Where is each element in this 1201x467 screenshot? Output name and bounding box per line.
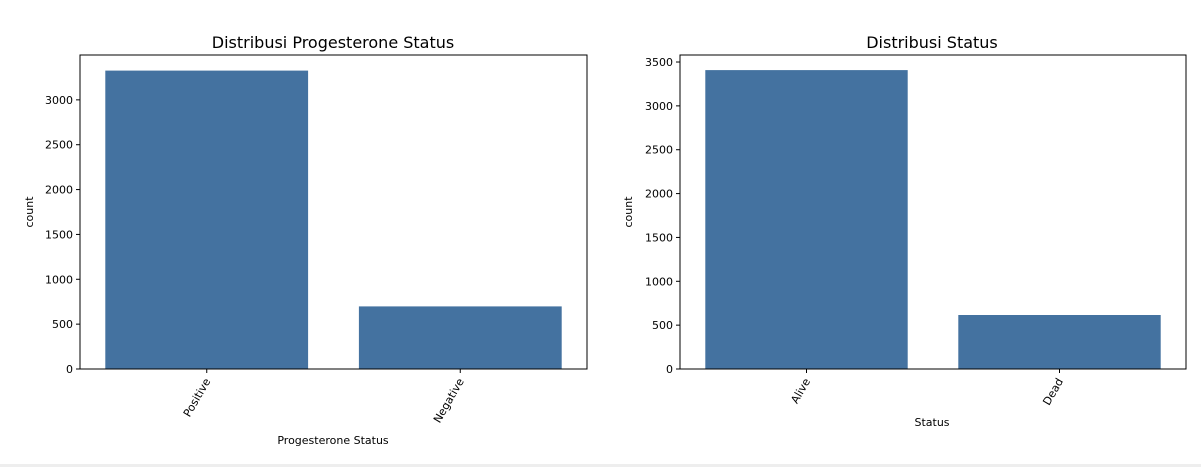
bar-dead: [958, 315, 1161, 369]
y-tick-label: 2000: [645, 188, 673, 201]
plot-frame: [79, 54, 588, 370]
y-tick-label: 1000: [645, 275, 673, 288]
progesterone-status-chart: Distribusi Progesterone Status count Pro…: [23, 33, 588, 447]
x-tick-label: Positive: [181, 376, 214, 419]
bar-alive: [705, 70, 908, 369]
x-tick-label: Negative: [431, 376, 467, 425]
y-tick-label: 2500: [645, 144, 673, 157]
status-chart: Distribusi Status count Status 0 500 1000 1…: [622, 33, 1187, 429]
y-tick-label: 500: [52, 318, 73, 331]
y-tick-label: 2500: [45, 139, 73, 152]
x-tick-label: Dead: [1040, 376, 1066, 408]
y-tick-label: 3000: [645, 100, 673, 113]
y-axis-label: count: [622, 196, 635, 228]
y-tick-label: 3000: [45, 94, 73, 107]
x-axis-label: Status: [914, 416, 949, 429]
bar-negative: [358, 306, 562, 369]
y-axis-label: count: [23, 196, 36, 228]
chart-title: Distribusi Progesterone Status: [212, 33, 454, 52]
y-tick-label: 1500: [645, 231, 673, 244]
y-tick-label: 1000: [45, 273, 73, 286]
bar-positive: [105, 70, 309, 369]
y-tick-label: 500: [652, 319, 673, 332]
y-tick-label: 0: [666, 363, 673, 376]
x-tick-label: Alive: [788, 376, 813, 406]
x-axis-label: Progesterone Status: [277, 434, 389, 447]
bottom-divider: [0, 464, 1201, 467]
y-tick-label: 0: [66, 363, 73, 376]
plot-frame: [679, 54, 1187, 370]
y-tick-label: 3500: [645, 56, 673, 69]
chart-title: Distribusi Status: [866, 33, 998, 52]
y-tick-label: 1500: [45, 228, 73, 241]
y-tick-label: 2000: [45, 184, 73, 197]
